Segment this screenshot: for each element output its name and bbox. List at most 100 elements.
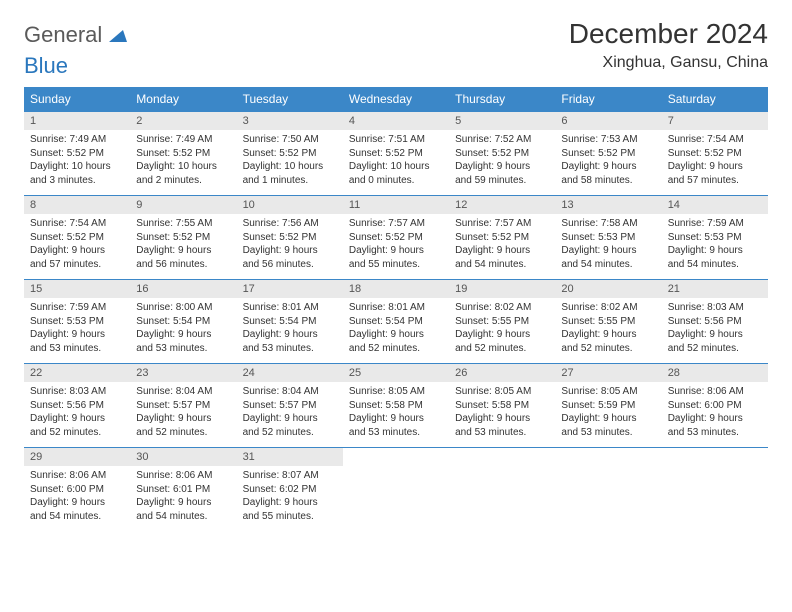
day-details: Sunrise: 7:58 AMSunset: 5:53 PMDaylight:…: [555, 214, 661, 279]
day-line-ss: Sunset: 5:56 PM: [668, 315, 762, 329]
day-line-d1: Daylight: 9 hours: [455, 160, 549, 174]
day-line-d1: Daylight: 9 hours: [561, 160, 655, 174]
day-number: 28: [662, 364, 768, 382]
day-number: 5: [449, 112, 555, 130]
day-details: Sunrise: 8:02 AMSunset: 5:55 PMDaylight:…: [449, 298, 555, 363]
day-line-sr: Sunrise: 8:05 AM: [349, 385, 443, 399]
day-line-sr: Sunrise: 7:51 AM: [349, 133, 443, 147]
day-line-d1: Daylight: 9 hours: [668, 412, 762, 426]
day-line-d1: Daylight: 9 hours: [30, 244, 124, 258]
day-line-ss: Sunset: 5:52 PM: [30, 147, 124, 161]
day-line-ss: Sunset: 5:52 PM: [243, 231, 337, 245]
day-line-d1: Daylight: 9 hours: [668, 328, 762, 342]
calendar-day-cell: 25Sunrise: 8:05 AMSunset: 5:58 PMDayligh…: [343, 364, 449, 448]
day-details: Sunrise: 7:50 AMSunset: 5:52 PMDaylight:…: [237, 130, 343, 195]
day-line-d2: and 53 minutes.: [668, 426, 762, 440]
day-details: Sunrise: 8:06 AMSunset: 6:00 PMDaylight:…: [662, 382, 768, 447]
day-line-ss: Sunset: 5:52 PM: [30, 231, 124, 245]
day-line-ss: Sunset: 5:54 PM: [243, 315, 337, 329]
day-line-d1: Daylight: 9 hours: [243, 244, 337, 258]
calendar-week-row: 8Sunrise: 7:54 AMSunset: 5:52 PMDaylight…: [24, 196, 768, 280]
calendar-day-cell: 19Sunrise: 8:02 AMSunset: 5:55 PMDayligh…: [449, 280, 555, 364]
calendar-day-cell: 8Sunrise: 7:54 AMSunset: 5:52 PMDaylight…: [24, 196, 130, 280]
day-line-d2: and 55 minutes.: [243, 510, 337, 524]
day-line-d2: and 53 minutes.: [349, 426, 443, 440]
day-line-d2: and 57 minutes.: [668, 174, 762, 188]
day-line-d2: and 54 minutes.: [561, 258, 655, 272]
day-line-d1: Daylight: 9 hours: [561, 244, 655, 258]
weekday-header: Monday: [130, 87, 236, 112]
calendar-week-row: 15Sunrise: 7:59 AMSunset: 5:53 PMDayligh…: [24, 280, 768, 364]
day-line-sr: Sunrise: 7:59 AM: [668, 217, 762, 231]
day-details: Sunrise: 8:06 AMSunset: 6:01 PMDaylight:…: [130, 466, 236, 531]
calendar-day-cell: [343, 448, 449, 532]
calendar-day-cell: 29Sunrise: 8:06 AMSunset: 6:00 PMDayligh…: [24, 448, 130, 532]
day-line-ss: Sunset: 5:52 PM: [455, 231, 549, 245]
day-line-d1: Daylight: 9 hours: [668, 244, 762, 258]
day-line-ss: Sunset: 5:57 PM: [136, 399, 230, 413]
day-number: 7: [662, 112, 768, 130]
day-details: Sunrise: 7:55 AMSunset: 5:52 PMDaylight:…: [130, 214, 236, 279]
calendar-week-row: 1Sunrise: 7:49 AMSunset: 5:52 PMDaylight…: [24, 112, 768, 196]
day-line-d2: and 55 minutes.: [349, 258, 443, 272]
day-number: 1: [24, 112, 130, 130]
day-line-d2: and 52 minutes.: [349, 342, 443, 356]
day-line-d2: and 52 minutes.: [30, 426, 124, 440]
day-line-ss: Sunset: 5:52 PM: [561, 147, 655, 161]
calendar-day-cell: 7Sunrise: 7:54 AMSunset: 5:52 PMDaylight…: [662, 112, 768, 196]
day-details: Sunrise: 8:01 AMSunset: 5:54 PMDaylight:…: [343, 298, 449, 363]
day-number: 3: [237, 112, 343, 130]
day-details: Sunrise: 8:03 AMSunset: 5:56 PMDaylight:…: [662, 298, 768, 363]
day-number: 31: [237, 448, 343, 466]
day-line-ss: Sunset: 5:55 PM: [455, 315, 549, 329]
logo-word1: General: [24, 22, 102, 47]
day-line-d1: Daylight: 9 hours: [349, 328, 443, 342]
calendar-day-cell: 10Sunrise: 7:56 AMSunset: 5:52 PMDayligh…: [237, 196, 343, 280]
day-number: 11: [343, 196, 449, 214]
weekday-header: Sunday: [24, 87, 130, 112]
day-line-ss: Sunset: 5:52 PM: [668, 147, 762, 161]
day-number: 26: [449, 364, 555, 382]
day-line-sr: Sunrise: 7:55 AM: [136, 217, 230, 231]
day-line-d2: and 53 minutes.: [455, 426, 549, 440]
weekday-header: Wednesday: [343, 87, 449, 112]
day-line-d2: and 52 minutes.: [136, 426, 230, 440]
day-number: 20: [555, 280, 661, 298]
day-line-ss: Sunset: 6:02 PM: [243, 483, 337, 497]
day-line-d1: Daylight: 10 hours: [136, 160, 230, 174]
day-number: 4: [343, 112, 449, 130]
day-details: Sunrise: 8:06 AMSunset: 6:00 PMDaylight:…: [24, 466, 130, 531]
calendar-day-cell: 31Sunrise: 8:07 AMSunset: 6:02 PMDayligh…: [237, 448, 343, 532]
day-line-d2: and 53 minutes.: [30, 342, 124, 356]
day-line-sr: Sunrise: 8:06 AM: [668, 385, 762, 399]
calendar-day-cell: 24Sunrise: 8:04 AMSunset: 5:57 PMDayligh…: [237, 364, 343, 448]
day-details: Sunrise: 8:03 AMSunset: 5:56 PMDaylight:…: [24, 382, 130, 447]
day-line-ss: Sunset: 5:54 PM: [136, 315, 230, 329]
day-line-ss: Sunset: 6:01 PM: [136, 483, 230, 497]
day-line-sr: Sunrise: 8:07 AM: [243, 469, 337, 483]
day-line-sr: Sunrise: 8:04 AM: [136, 385, 230, 399]
day-line-ss: Sunset: 6:00 PM: [668, 399, 762, 413]
calendar-day-cell: 23Sunrise: 8:04 AMSunset: 5:57 PMDayligh…: [130, 364, 236, 448]
day-details: Sunrise: 8:02 AMSunset: 5:55 PMDaylight:…: [555, 298, 661, 363]
day-line-d1: Daylight: 9 hours: [455, 328, 549, 342]
day-number: 24: [237, 364, 343, 382]
day-details: Sunrise: 7:49 AMSunset: 5:52 PMDaylight:…: [24, 130, 130, 195]
day-line-d2: and 56 minutes.: [136, 258, 230, 272]
calendar-table: Sunday Monday Tuesday Wednesday Thursday…: [24, 87, 768, 531]
day-line-sr: Sunrise: 8:01 AM: [349, 301, 443, 315]
day-line-sr: Sunrise: 7:49 AM: [136, 133, 230, 147]
day-line-d1: Daylight: 9 hours: [349, 244, 443, 258]
day-line-d2: and 1 minutes.: [243, 174, 337, 188]
day-line-ss: Sunset: 5:58 PM: [455, 399, 549, 413]
calendar-day-cell: 9Sunrise: 7:55 AMSunset: 5:52 PMDaylight…: [130, 196, 236, 280]
day-details: Sunrise: 7:52 AMSunset: 5:52 PMDaylight:…: [449, 130, 555, 195]
day-details: Sunrise: 8:05 AMSunset: 5:58 PMDaylight:…: [343, 382, 449, 447]
day-line-d1: Daylight: 9 hours: [561, 412, 655, 426]
calendar-day-cell: 11Sunrise: 7:57 AMSunset: 5:52 PMDayligh…: [343, 196, 449, 280]
day-details: Sunrise: 7:53 AMSunset: 5:52 PMDaylight:…: [555, 130, 661, 195]
day-number: 29: [24, 448, 130, 466]
day-number: 8: [24, 196, 130, 214]
day-number: 6: [555, 112, 661, 130]
day-number: 27: [555, 364, 661, 382]
